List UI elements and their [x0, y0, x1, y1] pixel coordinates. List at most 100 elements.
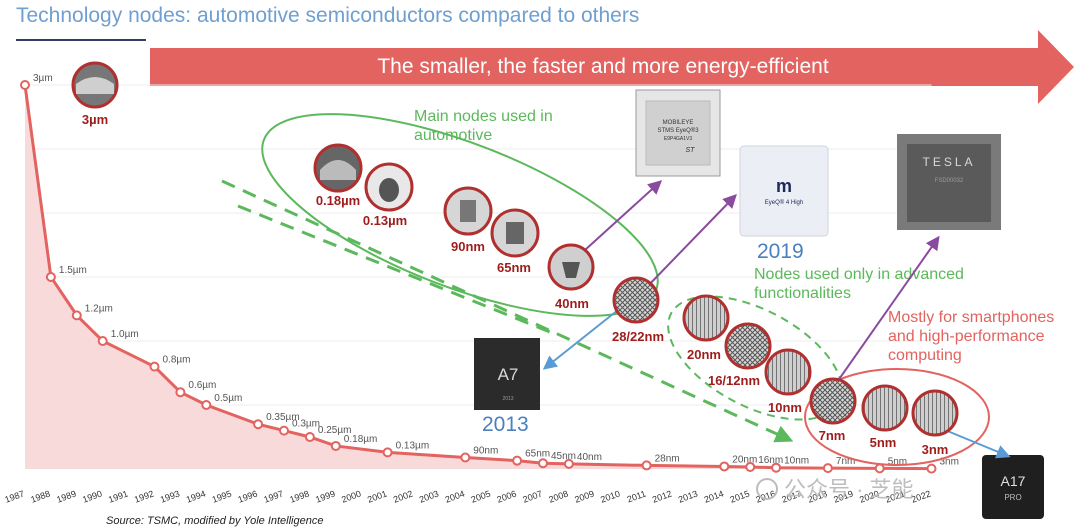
chip-a17-logo: A17	[1001, 473, 1026, 489]
chip-a7: A7 2013	[474, 338, 540, 410]
node-90nm-texture	[460, 200, 476, 222]
chart-points: 3µm1.5µm1.2µm1.0µm0.8µm0.6µm0.5µm0.35µm0…	[20, 73, 959, 474]
node-40nm-texture	[562, 262, 580, 278]
node-3um-texture	[76, 77, 114, 94]
data-point	[512, 455, 523, 466]
data-label: 65nm	[525, 449, 550, 460]
data-point	[719, 461, 730, 472]
data-point	[45, 272, 56, 282]
annotation-advanced-line: Nodes used only in advanced	[754, 266, 964, 283]
chip-eyeq4: m EyeQ® 4 High	[739, 145, 829, 237]
data-point	[330, 440, 341, 451]
node-0-13um-label: 0.13µm	[363, 213, 407, 228]
node-16-12nm: 16/12nm	[708, 322, 772, 388]
node-65nm-texture	[506, 222, 524, 244]
connector-40nm-eyeq3	[584, 180, 663, 251]
chip-tesla-logo: TESLA	[922, 155, 975, 169]
node-0-18um-label: 0.18µm	[316, 193, 360, 208]
data-point	[71, 310, 82, 321]
data-point	[641, 460, 652, 471]
node-40nm: 40nm	[547, 243, 595, 311]
chip-eyeq4-name: EyeQ® 4 High	[765, 199, 803, 206]
data-label: 3µm	[33, 73, 53, 84]
x-tick-label: 2013	[677, 488, 699, 504]
node-10nm: 10nm	[764, 348, 812, 415]
x-tick-label: 2011	[626, 488, 648, 504]
x-tick-label: 1996	[237, 488, 259, 504]
node-0-18um-texture	[320, 160, 356, 180]
node-28-22nm-bubble	[612, 276, 660, 324]
annotation-main-auto-line: Main nodes used in	[414, 108, 553, 125]
node-5nm: 5nm	[861, 384, 909, 450]
node-10nm-bubble	[764, 348, 812, 396]
trend-guide-upper	[221, 179, 794, 443]
x-tick-label: 2007	[521, 488, 543, 504]
data-label: 40nm	[577, 452, 602, 463]
x-tick-label: 1992	[133, 488, 155, 504]
watermark: 公众号 · 芝能	[784, 477, 914, 502]
annotation-advanced: Nodes used only in advanced functionalit…	[754, 266, 964, 302]
x-tick-label: 1999	[314, 488, 336, 504]
banner-arrow: The smaller, the faster and more energy-…	[150, 30, 1074, 104]
data-label: 28nm	[655, 453, 680, 464]
chip-eyeq3-code: E9P4GA1V3	[664, 136, 693, 142]
x-tick-label: 1989	[55, 488, 77, 504]
data-point	[253, 419, 264, 430]
annotation-smartphones: Mostly for smartphones and high-performa…	[888, 309, 1054, 364]
x-tick-label: 1991	[107, 488, 129, 504]
node-20nm: 20nm	[682, 294, 730, 362]
x-tick-label: 1995	[211, 488, 233, 504]
x-tick-label: 1988	[29, 488, 51, 504]
data-label: 1.0µm	[111, 329, 139, 340]
x-tick-label: 2000	[340, 488, 362, 504]
x-tick-label: 2005	[470, 488, 492, 504]
node-0-13um-texture	[379, 178, 399, 202]
chip-eyeq3-maker: ST	[686, 147, 696, 154]
x-tick-label: 2010	[599, 488, 621, 504]
annotation-main-auto: Main nodes used in automotive	[414, 108, 553, 144]
x-tick-label: 2004	[444, 488, 466, 504]
node-40nm-label: 40nm	[555, 296, 589, 311]
annotation-main-auto-line: automotive	[414, 127, 492, 144]
node-3nm: 3nm	[911, 389, 959, 457]
data-point	[538, 458, 548, 469]
data-label: 90nm	[473, 445, 498, 456]
x-tick-label: 2015	[729, 488, 751, 504]
connector-28nm-a7	[542, 309, 619, 370]
data-point	[201, 400, 212, 410]
node-28-22nm-label: 28/22nm	[612, 329, 664, 344]
node-90nm: 90nm	[443, 186, 493, 254]
year-2019-label: 2019	[757, 240, 804, 263]
chip-eyeq3-package	[645, 100, 711, 166]
data-point	[97, 336, 108, 346]
node-0-13um: 0.13µm	[363, 162, 414, 228]
node-3nm-bubble	[911, 389, 959, 437]
data-point	[175, 387, 186, 398]
node-3um: 3µm	[71, 61, 119, 127]
data-point	[279, 425, 289, 436]
node-7nm-bubble	[809, 377, 857, 425]
x-tick-label: 1994	[185, 488, 207, 504]
annotation-advanced-line: functionalities	[754, 285, 851, 302]
node-7nm-label: 7nm	[819, 428, 846, 443]
node-7nm: 7nm	[809, 377, 857, 443]
source-note: Source: TSMC, modified by Yole Intellige…	[106, 515, 324, 527]
data-point	[382, 447, 393, 458]
x-tick-label: 2014	[703, 488, 725, 504]
connector-7nm-tesla	[834, 235, 940, 386]
chip-tesla: TESLA FSD00032	[897, 134, 1001, 230]
title-underline	[16, 39, 146, 41]
node-16-12nm-label: 16/12nm	[708, 373, 760, 388]
data-label: 16nm	[758, 455, 783, 466]
node-10nm-label: 10nm	[768, 400, 802, 415]
data-label: 3nm	[940, 457, 959, 468]
x-tick-label: 1998	[288, 488, 310, 504]
chip-eyeq3-name: STMS EyeQ®3	[657, 127, 699, 134]
chip-tesla-package	[907, 144, 991, 222]
x-tick-label: 1987	[3, 488, 25, 504]
x-tick-label: 2001	[366, 488, 388, 504]
node-bubbles: 3µm 0.18µm 0.13µm 90nm 65nm 40nm	[71, 61, 959, 457]
data-point	[926, 463, 937, 474]
data-label: 0.18µm	[344, 434, 378, 445]
